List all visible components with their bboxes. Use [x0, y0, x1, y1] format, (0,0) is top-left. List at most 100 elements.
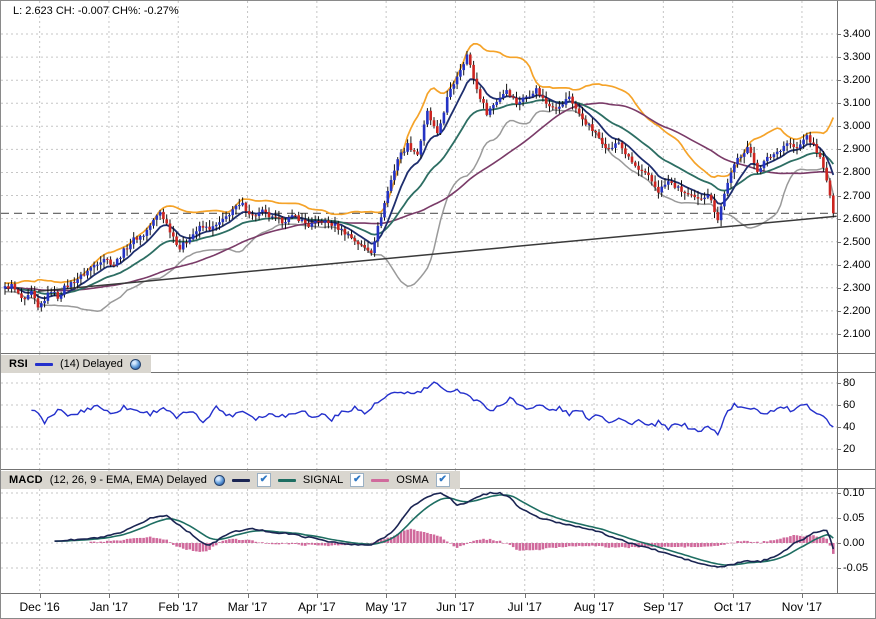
delayed-globe-icon[interactable]: [213, 474, 225, 486]
panel-divider: [1, 593, 875, 594]
month-label: Sep '17: [643, 600, 684, 614]
y-tick-mark: [837, 57, 841, 59]
y-tick-label: 0.00: [843, 537, 865, 549]
y-tick-mark: [837, 449, 841, 450]
quote-summary: L: 2.623 CH: -0.007 CH%: -0.27%: [13, 5, 179, 17]
y-tick-label: 2.600: [843, 212, 871, 225]
panel-divider: [1, 353, 875, 354]
month-tick: [732, 594, 734, 598]
month-label: May '17: [365, 600, 407, 614]
month-tick: [178, 594, 180, 598]
check-icon: ✔: [353, 474, 362, 485]
y-tick-label: 2.700: [843, 189, 871, 202]
month-label: Jul '17: [507, 600, 542, 614]
y-tick-label: 40: [843, 421, 856, 433]
y-tick-label: 60: [843, 399, 856, 411]
y-tick-mark: [837, 149, 841, 151]
y-tick-mark: [837, 264, 841, 266]
month-tick: [594, 594, 596, 598]
signal-label: SIGNAL: [302, 474, 344, 486]
month-tick: [386, 594, 388, 598]
rsi-title: RSI: [9, 358, 28, 370]
time-axis[interactable]: Dec '16 Jan '17 Feb '17 Mar '17 Apr '17 May '…: [1, 594, 875, 618]
month-label: Mar '17: [227, 600, 268, 614]
macd-title: MACD: [9, 474, 43, 486]
osma-checkbox[interactable]: ✔: [435, 473, 450, 487]
y-tick-label: 80: [843, 377, 856, 389]
y-tick-mark: [837, 195, 841, 197]
month-label: Aug '17: [573, 600, 615, 614]
osma-label: OSMA: [396, 474, 429, 486]
quote-label: L: 2.623 CH: -0.007 CH%: -0.27%: [13, 5, 179, 17]
month-tick: [663, 594, 665, 598]
y-tick-mark: [837, 241, 841, 243]
y-tick-label: 2.300: [843, 281, 871, 294]
month-tick: [247, 594, 249, 598]
y-tick-label: 20: [843, 443, 856, 455]
signal-line-sample: [277, 478, 296, 482]
macd-chart-canvas[interactable]: [1, 489, 837, 593]
price-chart-canvas[interactable]: [1, 1, 837, 353]
rsi-line-sample: [34, 362, 53, 366]
y-tick-label: 3.300: [843, 51, 871, 64]
month-tick: [801, 594, 803, 598]
y-tick-mark: [837, 493, 841, 494]
month-tick: [455, 594, 457, 598]
y-tick-label: -0.05: [843, 562, 869, 574]
y-tick-mark: [837, 568, 841, 569]
macd-params: (12, 26, 9 - EMA, EMA) Delayed: [49, 474, 207, 486]
rsi-header-grid: [39, 354, 803, 372]
y-tick-mark: [837, 218, 841, 220]
y-tick-mark: [837, 103, 841, 105]
month-label: Apr '17: [298, 600, 336, 614]
macd-header-bar: MACD (12, 26, 9 - EMA, EMA) Delayed ✔ SI…: [1, 470, 837, 489]
check-icon: ✔: [259, 474, 269, 485]
y-tick-mark: [837, 383, 841, 384]
rsi-legend: RSI (14) Delayed: [1, 355, 151, 373]
delayed-globe-icon[interactable]: [129, 358, 141, 370]
signal-checkbox[interactable]: ✔: [350, 473, 365, 487]
y-tick-mark: [837, 172, 841, 174]
month-label: Jan '17: [89, 600, 129, 614]
y-tick-label: 2.900: [843, 143, 871, 156]
month-label: Oct '17: [713, 600, 752, 614]
month-tick: [39, 594, 41, 598]
month-tick: [316, 594, 318, 598]
y-tick-label: 3.000: [843, 120, 871, 133]
y-tick-mark: [837, 543, 841, 544]
y-tick-mark: [837, 80, 841, 82]
month-label: Jun '17: [436, 600, 475, 614]
y-tick-label: 2.100: [843, 328, 871, 340]
y-tick-mark: [837, 126, 841, 128]
rsi-header-bar: RSI (14) Delayed: [1, 354, 837, 373]
y-tick-mark: [837, 334, 841, 335]
y-tick-mark: [837, 287, 841, 289]
y-tick-label: 3.100: [843, 97, 871, 110]
y-tick-mark: [837, 310, 841, 312]
axis-separator: [837, 1, 838, 593]
y-tick-label: 0.10: [843, 487, 865, 499]
y-tick-label: 2.800: [843, 166, 871, 179]
y-tick-mark: [837, 427, 841, 428]
y-tick-mark: [837, 518, 841, 519]
y-tick-label: 3.200: [843, 74, 871, 87]
rsi-chart-canvas[interactable]: [1, 373, 837, 469]
osma-line-sample: [371, 478, 390, 482]
month-label: Nov '17: [781, 600, 823, 614]
y-tick-label: 2.400: [843, 258, 871, 271]
month-tick: [108, 594, 110, 598]
y-tick-mark: [837, 405, 841, 406]
macd-line-sample: [231, 478, 250, 482]
y-tick-label: 2.500: [843, 235, 871, 248]
panel-divider: [1, 372, 875, 373]
month-label: Dec '16: [19, 600, 60, 614]
macd-line-checkbox[interactable]: ✔: [256, 473, 271, 487]
check-icon: ✔: [438, 474, 447, 485]
y-tick-mark: [837, 34, 841, 35]
month-tick: [524, 594, 526, 598]
y-tick-label: 3.400: [843, 28, 871, 40]
y-tick-label: 2.200: [843, 304, 871, 317]
macd-legend: MACD (12, 26, 9 - EMA, EMA) Delayed ✔ SI…: [1, 471, 460, 489]
panel-divider: [1, 469, 875, 470]
